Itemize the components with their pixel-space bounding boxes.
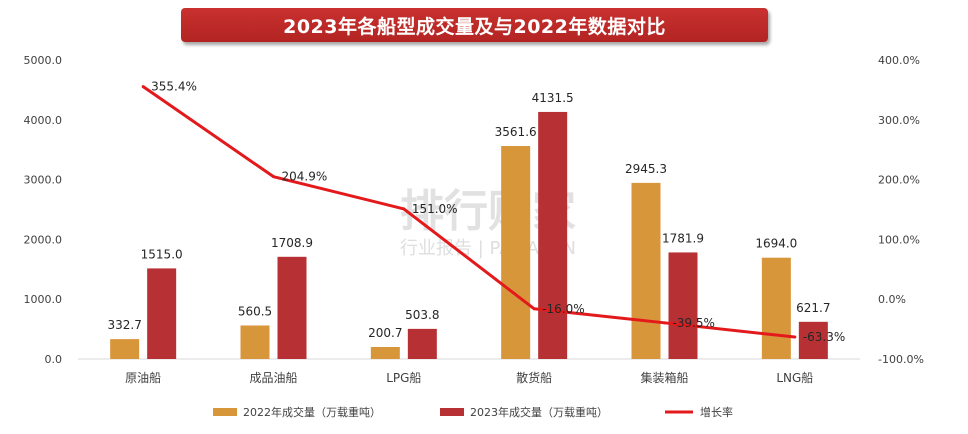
- y2-tick-label: 100.0%: [878, 233, 920, 246]
- y-tick-label: 3000.0: [24, 174, 63, 187]
- bar-2023: [407, 328, 437, 359]
- category-label: 散货船: [516, 370, 552, 385]
- category-label: LNG船: [776, 371, 813, 385]
- bar-2022: [370, 346, 400, 359]
- bar-2022: [761, 257, 791, 359]
- bar-value-label: 2945.3: [625, 162, 667, 176]
- growth-rate-point: [141, 85, 145, 89]
- bar-2023: [147, 268, 177, 359]
- y-tick-label: 4000.0: [24, 114, 63, 127]
- y2-tick-label: 300.0%: [878, 114, 920, 127]
- bar-2022: [110, 339, 140, 359]
- bar-2023: [798, 321, 828, 359]
- bar-value-label: 1781.9: [662, 231, 704, 245]
- legend-swatch-2023: [440, 408, 464, 416]
- legend-label-2023: 2023年成交量（万载重吨）: [470, 405, 608, 419]
- bar-value-label: 621.7: [796, 301, 830, 315]
- growth-rate-point: [793, 335, 797, 339]
- bar-2023: [277, 256, 307, 359]
- bar-2022: [501, 146, 531, 359]
- growth-rate-label: -39.5%: [673, 316, 715, 330]
- bar-value-label: 1708.9: [271, 236, 313, 250]
- bar-value-label: 4131.5: [532, 91, 574, 105]
- y-tick-label: 1000.0: [24, 293, 63, 306]
- growth-rate-label: 355.4%: [151, 80, 197, 94]
- growth-rate-label: 151.0%: [412, 202, 458, 216]
- bar-value-label: 503.8: [405, 308, 439, 322]
- y-tick-label: 2000.0: [24, 233, 63, 246]
- category-label: 成品油船: [249, 371, 297, 385]
- growth-rate-label: -16.0%: [542, 302, 584, 316]
- bar-value-label: 1694.0: [755, 237, 797, 251]
- growth-rate-line: [142, 85, 795, 339]
- category-label: 集装箱船: [640, 370, 688, 385]
- bar-2022: [240, 325, 270, 359]
- bar-2023: [538, 111, 568, 359]
- legend-label-2022: 2022年成交量（万载重吨）: [243, 405, 381, 419]
- growth-rate-point: [663, 321, 666, 325]
- bar-value-label: 200.7: [368, 326, 402, 340]
- y2-tick-label: 200.0%: [878, 174, 920, 187]
- y2-tick-label: 400.0%: [878, 54, 920, 67]
- category-label: 原油船: [125, 371, 161, 385]
- growth-rate-point: [272, 175, 275, 179]
- growth-rate-point: [402, 207, 406, 211]
- y2-tick-label: -100.0%: [878, 353, 924, 366]
- bar-2023: [668, 252, 698, 359]
- bar-2022: [631, 182, 661, 359]
- chart-title: 2023年各船型成交量及与2022年数据对比: [181, 8, 768, 42]
- growth-rate-label: -63.3%: [803, 330, 845, 344]
- growth-rate-label: 204.9%: [282, 170, 328, 184]
- y-tick-label: 0.0: [45, 353, 63, 366]
- y2-tick-label: 0.0%: [878, 293, 906, 306]
- bar-value-label: 332.7: [107, 318, 141, 332]
- bar-value-label: 560.5: [238, 304, 272, 318]
- category-label: LPG船: [386, 371, 421, 385]
- legend-label-growth: 增长率: [700, 405, 733, 419]
- growth-rate-point: [532, 307, 536, 311]
- bar-value-label: 3561.6: [495, 125, 537, 139]
- bar-value-label: 1515.0: [141, 247, 183, 261]
- legend-swatch-2022: [213, 408, 237, 416]
- watermark-sub: 行业报告 | PAIPAI.CN: [400, 238, 576, 259]
- y-tick-label: 5000.0: [24, 54, 63, 67]
